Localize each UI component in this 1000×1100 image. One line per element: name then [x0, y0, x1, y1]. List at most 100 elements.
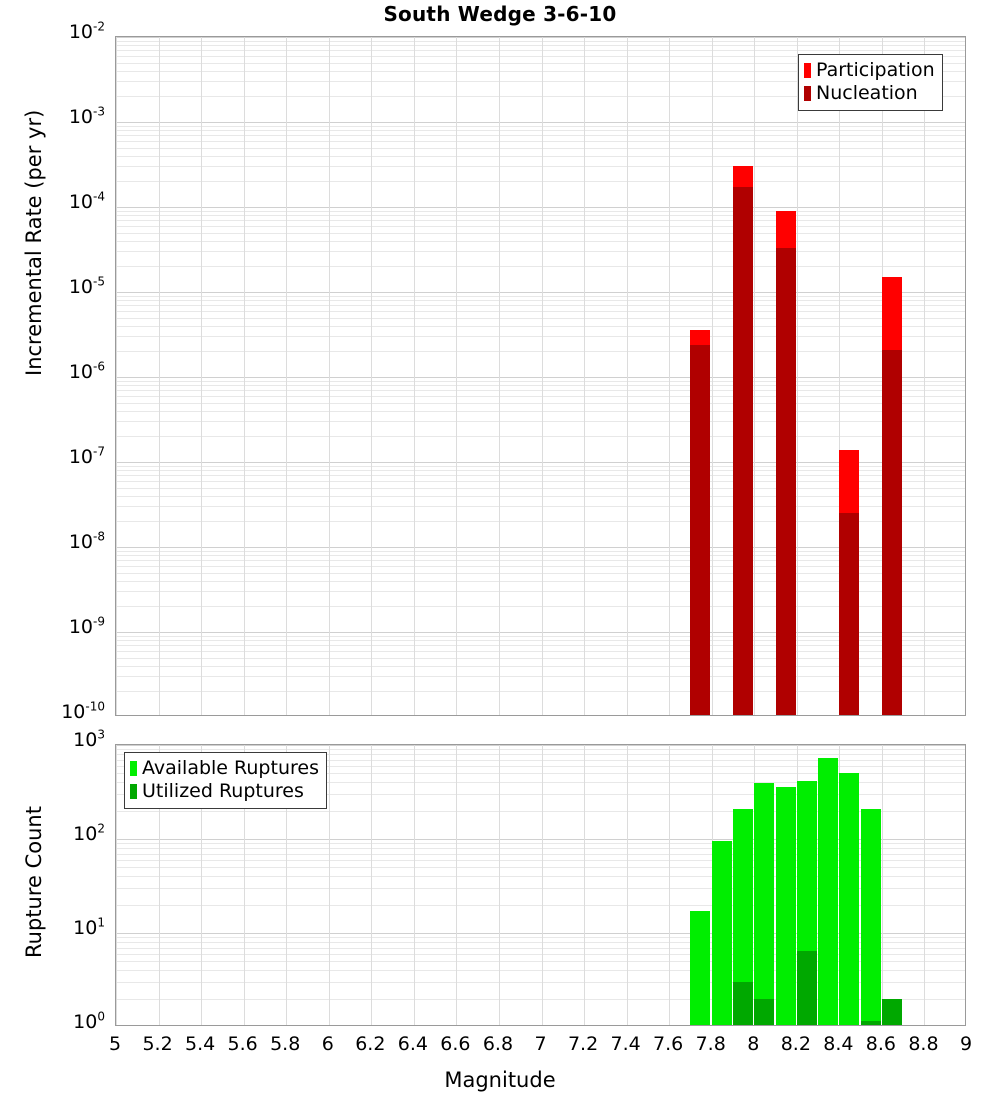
gridline-horizontal [116, 135, 965, 136]
gridline-vertical [542, 745, 543, 1025]
legend-swatch-icon [804, 86, 811, 101]
gridline-horizontal [116, 296, 965, 297]
top-y-tick--8: 10-8 [68, 529, 105, 553]
gridline-horizontal [116, 636, 965, 637]
gridline-horizontal [116, 551, 965, 552]
gridline-horizontal [116, 305, 965, 306]
bar-rupture-count-utilized-ruptures [797, 951, 817, 1025]
x-tick-6-6: 6.6 [440, 1033, 471, 1055]
bar-rupture-count-available-ruptures [712, 841, 732, 1025]
gridline-horizontal [116, 860, 965, 861]
bottom-y-axis-title: Rupture Count [22, 806, 46, 958]
x-tick-5-6: 5.6 [227, 1033, 258, 1055]
bar-incremental-rate-nucleation [776, 248, 796, 715]
gridline-horizontal [116, 982, 965, 983]
legend-top-item: Participation [804, 59, 935, 82]
bar-rupture-count-utilized-ruptures [754, 999, 774, 1025]
gridline-horizontal [116, 754, 965, 755]
gridline-horizontal [116, 782, 965, 783]
gridline-horizontal [116, 496, 965, 497]
gridline-vertical [627, 745, 628, 1025]
gridline-horizontal [116, 470, 965, 471]
x-tick-5: 5 [108, 1033, 122, 1055]
x-axis-title: Magnitude [444, 1068, 556, 1092]
top-y-axis-title: Incremental Rate (per yr) [22, 109, 46, 376]
x-tick-6-2: 6.2 [355, 1033, 386, 1055]
gridline-horizontal [116, 876, 965, 877]
x-tick-6-8: 6.8 [482, 1033, 514, 1055]
bar-incremental-rate-nucleation [733, 187, 753, 715]
legend-incremental-rate: Participation Nucleation [798, 54, 943, 111]
gridline-horizontal [116, 226, 965, 227]
gridline-horizontal [116, 63, 965, 64]
gridline-horizontal [116, 45, 965, 46]
gridline-vertical [201, 37, 202, 715]
gridline-horizontal [116, 96, 965, 97]
x-tick-7-4: 7.4 [610, 1033, 641, 1055]
gridline-vertical [116, 37, 117, 715]
gridline-horizontal [116, 126, 965, 127]
bar-rupture-count-available-ruptures [690, 911, 710, 1025]
x-tick-7-2: 7.2 [567, 1033, 599, 1055]
gridline-vertical [584, 37, 585, 715]
top-y-tick--4: 10-4 [68, 189, 105, 213]
bar-rupture-count-available-ruptures [754, 783, 774, 1025]
gridline-horizontal [116, 241, 965, 242]
gridline-vertical [159, 37, 160, 715]
gridline-horizontal [116, 933, 965, 934]
gridline-horizontal [116, 606, 965, 607]
bottom-y-tick-0: 100 [73, 1009, 105, 1033]
gridline-horizontal [116, 311, 965, 312]
x-tick-8: 8 [747, 1033, 760, 1055]
legend-bottom-item: Utilized Ruptures [130, 780, 319, 803]
gridline-horizontal [116, 521, 965, 522]
gridline-horizontal [116, 999, 965, 1000]
legend-swatch-icon [804, 63, 811, 78]
gridline-horizontal [116, 220, 965, 221]
legend-bottom-label: Available Ruptures [142, 757, 319, 779]
gridline-horizontal [116, 466, 965, 467]
gridline-horizontal [116, 318, 965, 319]
gridline-horizontal [116, 766, 965, 767]
bottom-y-tick-1: 101 [73, 915, 105, 939]
gridline-horizontal [116, 481, 965, 482]
gridline-horizontal [116, 292, 965, 293]
x-tick-7: 7 [534, 1033, 547, 1055]
top-y-tick--10: 10-10 [61, 699, 105, 723]
gridline-horizontal [116, 122, 965, 123]
gridline-horizontal [116, 462, 965, 463]
bar-rupture-count-available-ruptures [818, 758, 838, 1025]
gridline-horizontal [116, 390, 965, 391]
bottom-y-tick-3: 103 [73, 727, 105, 751]
legend-bottom-item: Available Ruptures [130, 757, 319, 780]
gridline-horizontal [116, 760, 965, 761]
gridline-vertical [669, 37, 670, 715]
gridline-horizontal [116, 745, 965, 746]
top-y-tick--5: 10-5 [68, 274, 105, 298]
gridline-vertical [244, 745, 245, 1025]
gridline-vertical [669, 745, 670, 1025]
gridline-horizontal [116, 166, 965, 167]
gridline-vertical [329, 745, 330, 1025]
legend-swatch-icon [130, 761, 137, 776]
gridline-vertical [924, 745, 925, 1025]
gridline-horizontal [116, 905, 965, 906]
legend-top-item: Nucleation [804, 82, 935, 105]
gridline-vertical [244, 37, 245, 715]
gridline-horizontal [116, 385, 965, 386]
gridline-horizontal [116, 41, 965, 42]
bar-rupture-count-available-ruptures [733, 809, 753, 1025]
gridline-horizontal [116, 954, 965, 955]
gridline-horizontal [116, 215, 965, 216]
x-tick-7-6: 7.6 [653, 1033, 684, 1055]
x-tick-9: 9 [959, 1033, 973, 1055]
bar-rupture-count-utilized-ruptures [861, 1021, 881, 1025]
gridline-horizontal [116, 645, 965, 646]
gridline-horizontal [116, 377, 965, 378]
gridline-horizontal [116, 854, 965, 855]
gridline-horizontal [116, 573, 965, 574]
gridline-horizontal [116, 351, 965, 352]
legend-bottom-label: Utilized Ruptures [142, 780, 304, 802]
bar-rupture-count-available-ruptures [776, 787, 796, 1025]
